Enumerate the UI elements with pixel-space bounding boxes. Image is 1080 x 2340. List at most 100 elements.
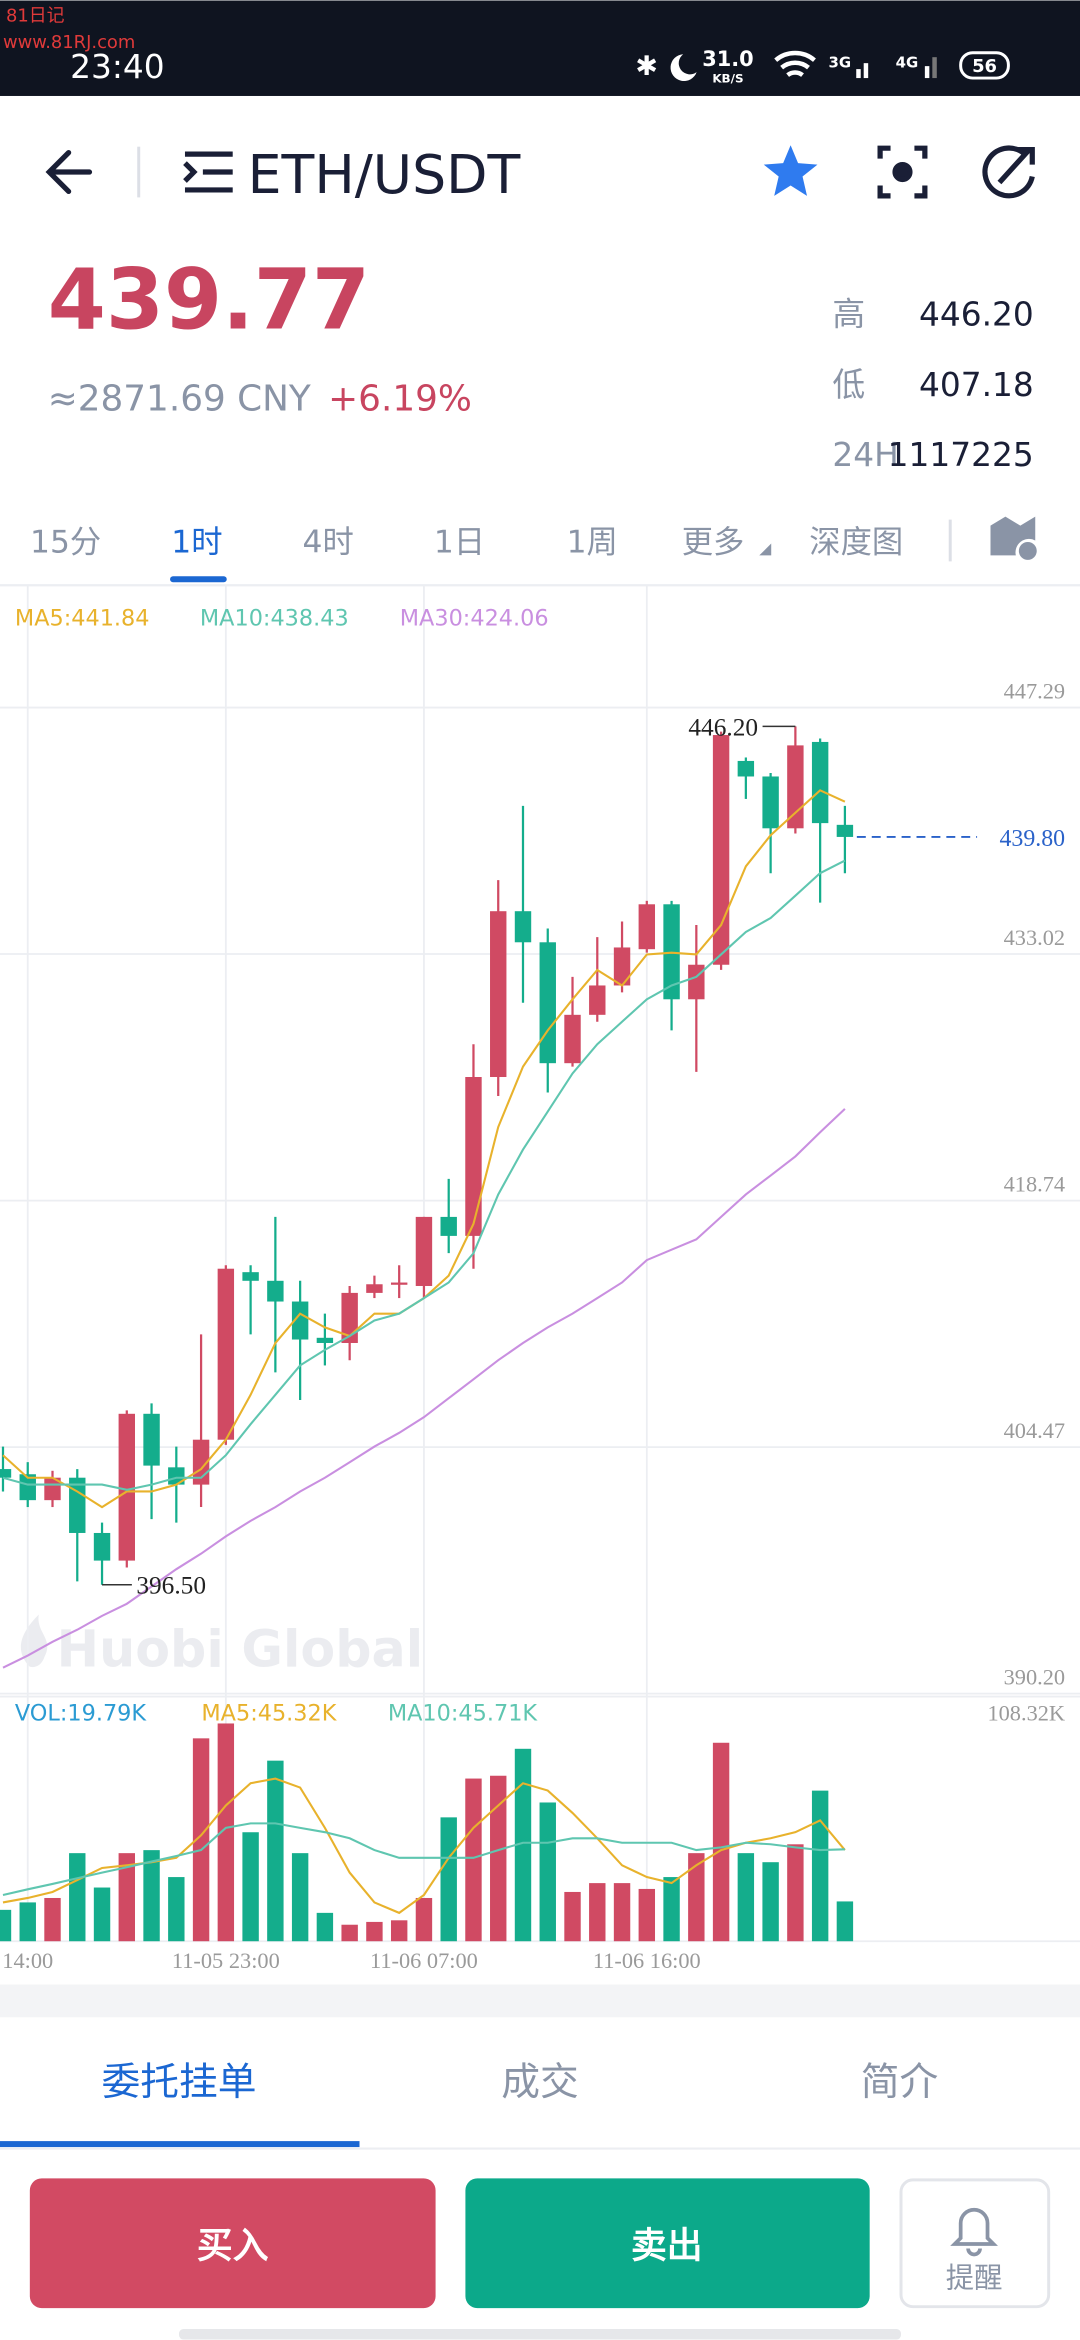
volume-ma-line <box>2 1822 845 1896</box>
volume-bar <box>366 1921 383 1942</box>
interval-tab[interactable]: 4时 <box>303 524 354 560</box>
volume-bar <box>316 1912 334 1942</box>
bottom-tab-active[interactable]: 委托挂单 <box>101 2060 256 2105</box>
volume-bar <box>168 1877 185 1942</box>
scan-icon[interactable] <box>877 145 928 199</box>
status-time: 23:40 <box>70 48 165 86</box>
buy-button[interactable] <box>29 2178 436 2309</box>
volume-bar <box>143 1850 160 1942</box>
legend-label: MA10:438.43 <box>200 606 349 632</box>
candle-body <box>415 1216 433 1286</box>
candle-body <box>118 1413 135 1561</box>
volume-bar <box>490 1775 507 1942</box>
favorite-star[interactable] <box>763 145 818 196</box>
y-tick-label: 418.74 <box>1004 1172 1066 1197</box>
volume-bar <box>19 1902 36 1942</box>
signal-bars <box>856 57 937 79</box>
share-icon[interactable] <box>982 145 1035 199</box>
volume-bar <box>811 1790 829 1942</box>
kline-chart: 447.29 433.02 418.74 404.47 390.20 14:00 11-05… <box>0 585 1080 1973</box>
volume-bar <box>69 1853 86 1942</box>
net-speed-unit: KB/S <box>712 72 743 86</box>
candle-body <box>539 942 556 1064</box>
wifi-icon <box>774 50 816 77</box>
candle-body <box>44 1477 61 1501</box>
gesture-bar <box>179 2329 901 2340</box>
interval-tab[interactable]: 15分 <box>30 524 101 560</box>
watermark: Huobi Global <box>20 1614 423 1679</box>
volume-bar <box>0 1909 12 1942</box>
moon-icon <box>670 54 697 82</box>
watermark-site: www.81RJ.com <box>3 32 135 53</box>
menu-icon[interactable] <box>183 151 233 193</box>
sell-button[interactable] <box>465 2178 870 2309</box>
volume-bar <box>564 1891 581 1942</box>
candle-body <box>440 1216 457 1236</box>
bottom-tab[interactable]: 简介 <box>861 2060 939 2105</box>
volume-bar <box>93 1887 111 1942</box>
candle-body <box>168 1467 185 1485</box>
candle-body <box>737 760 755 777</box>
volume-bar <box>638 1888 656 1942</box>
x-tick-label: 11-06 07:00 <box>370 1948 478 1973</box>
candle-body <box>564 1014 581 1064</box>
net-2: 4G <box>896 54 919 72</box>
candle-body <box>787 745 804 829</box>
volume-bar <box>613 1883 631 1942</box>
status-bar <box>0 0 1080 96</box>
candle-body <box>69 1477 86 1533</box>
volume-bar <box>440 1817 457 1942</box>
dropdown-arrow <box>759 543 772 556</box>
bluetooth-icon: ✱ <box>635 51 658 82</box>
volume-bar <box>192 1738 210 1942</box>
candle-body <box>836 824 854 837</box>
interval-tab[interactable]: 1日 <box>434 524 485 560</box>
candle-body <box>143 1413 160 1466</box>
interval-tab[interactable]: 1周 <box>567 524 618 560</box>
y-tick-label: 404.47 <box>1004 1418 1066 1443</box>
volume-bar <box>762 1862 779 1942</box>
watermark-text: Huobi Global <box>57 1620 423 1679</box>
section-gap <box>0 1984 1080 2018</box>
low-label: 低 <box>832 366 865 404</box>
battery <box>959 51 1010 80</box>
candle-body <box>291 1301 309 1340</box>
candle-body <box>490 911 507 1078</box>
candle-body <box>589 985 606 1015</box>
candle-body <box>712 735 730 965</box>
pair-title[interactable]: ETH/USDT <box>248 143 521 206</box>
volume-bar <box>737 1853 755 1942</box>
volume-bar <box>787 1844 804 1942</box>
y-tick-label: 108.32K <box>987 1700 1065 1725</box>
bottom-tab[interactable]: 成交 <box>501 2060 579 2105</box>
candle-body <box>242 1272 259 1281</box>
volume-bar <box>341 1924 358 1942</box>
min-label: 396.50 <box>136 1572 206 1600</box>
volume-bar <box>539 1802 556 1942</box>
cny-price: ≈2871.69 CNY <box>48 379 311 420</box>
candle-body <box>811 741 829 824</box>
volume-bar <box>415 1897 433 1942</box>
legend-label: MA5:441.84 <box>15 606 150 632</box>
candle-body <box>316 1337 334 1343</box>
volume-bar <box>465 1778 482 1942</box>
interval-tab[interactable]: 更多 <box>682 524 745 560</box>
candle-body <box>267 1280 284 1302</box>
legend-label: VOL:19.79K <box>15 1700 148 1726</box>
back-button[interactable] <box>45 150 93 195</box>
chart-settings-icon[interactable] <box>990 516 1037 560</box>
last-price: 439.77 <box>48 251 370 349</box>
candle-body <box>465 1077 482 1236</box>
candle-body <box>638 904 656 950</box>
volume-bar <box>118 1853 135 1942</box>
net-speed: 31.0 <box>702 47 754 71</box>
volume-bar <box>242 1832 259 1942</box>
active-underline <box>170 576 227 583</box>
interval-tab-active[interactable]: 1时 <box>171 524 222 560</box>
bell-icon <box>950 2207 998 2257</box>
candle-body <box>514 911 532 943</box>
interval-tab[interactable]: 深度图 <box>809 524 903 560</box>
y-tick-label: 390.20 <box>1004 1665 1066 1690</box>
